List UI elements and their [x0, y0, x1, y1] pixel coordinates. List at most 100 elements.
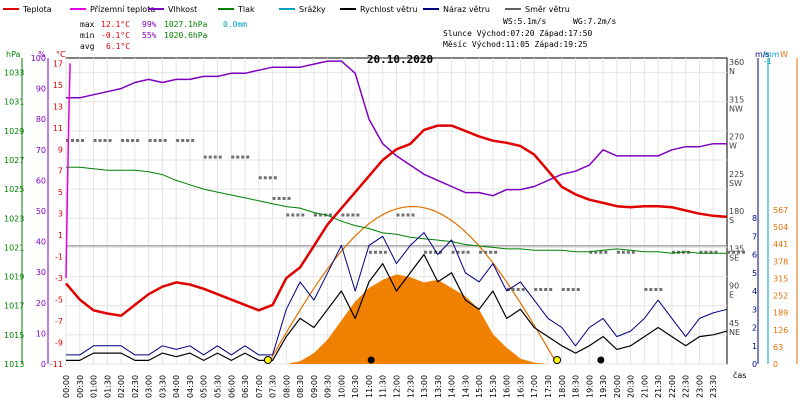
series-layer [65, 60, 745, 365]
wind-direction-point [644, 288, 648, 291]
wind-direction-point [406, 213, 410, 217]
stats-max-press: 1027.1hPa [164, 20, 208, 29]
dir-tick: 45 [729, 319, 739, 328]
wind-direction-point [296, 213, 300, 217]
legend-label: Srážky [299, 5, 326, 14]
temp-tick: 13 [53, 102, 63, 111]
wind-direction-point [616, 250, 620, 254]
wind-direction-point [534, 288, 538, 291]
wind-direction-point [158, 139, 162, 142]
wind-direction-point [286, 213, 290, 217]
wind-direction-point [241, 155, 245, 159]
x-tick: 05:30 [213, 375, 222, 398]
temp-tick: -3 [55, 274, 63, 283]
wind-direction-point [489, 250, 493, 254]
dir-tick-label: SW [729, 179, 742, 188]
wind-direction-point [737, 250, 740, 254]
wind-direction-point [136, 139, 140, 142]
x-tick: 02:30 [131, 375, 140, 398]
legend-label: Náraz větru [443, 5, 490, 14]
wind-direction-point [451, 250, 455, 254]
temp-tick: -5 [55, 296, 63, 305]
hum-tick: 50 [36, 207, 46, 216]
wind-direction-point [148, 139, 152, 142]
press-tick: 1013 [4, 360, 24, 369]
legend-label: Přízemní teplota [90, 5, 155, 14]
dir-tick: 90 [729, 282, 739, 291]
wind-direction-point [282, 196, 286, 200]
wind-direction-point [126, 139, 130, 142]
dir-tick: 360 [729, 58, 744, 67]
wind-direction-point [626, 250, 630, 254]
wind-direction-point [544, 288, 548, 291]
wind-tick: 5 [752, 269, 757, 278]
temp-tick: 17 [53, 59, 63, 68]
x-tick: 06:30 [241, 375, 250, 398]
wind-direction-point [742, 250, 745, 254]
x-tick: 04:00 [172, 375, 181, 398]
y-axis-ticks: 1013101510171019102110231025102710291031… [4, 54, 798, 369]
temp-tick: -11 [50, 360, 63, 369]
temp-tick: -1 [55, 253, 63, 262]
stats-max-temp: 12.1°C [101, 20, 130, 29]
stats-block: max 12.1°C 99% 1027.1hPa 0.0mm min -0.1°… [80, 20, 247, 51]
ground-temp-line [65, 63, 71, 279]
x-tick: 09:00 [310, 375, 319, 398]
moon-info: Měsíc Východ:11:05 Západ:19:25 [443, 40, 588, 49]
temp-tick: 9 [58, 145, 63, 154]
wind-tick: 2 [752, 324, 757, 333]
dir-tick: 315 [729, 95, 744, 104]
wind-direction-point [396, 213, 400, 217]
legend: Teplota Přízemní teplota Vlhkost Tlak Srážky… [3, 5, 570, 14]
x-tick: 23:30 [709, 375, 718, 398]
wind-direction-point [383, 250, 387, 254]
x-tick: 08:30 [296, 375, 305, 398]
x-tick: 07:30 [269, 375, 278, 398]
x-tick: 03:00 [145, 375, 154, 398]
x-tick: 18:00 [558, 375, 567, 398]
wind-direction-point [631, 250, 635, 254]
wind-direction-point [368, 250, 372, 254]
wind-direction-point [466, 250, 470, 254]
x-tick: 18:30 [572, 375, 581, 398]
press-tick: 1033 [4, 69, 24, 78]
stats-max-hum: 99% [142, 20, 157, 29]
dir-tick-label: W [729, 142, 737, 151]
wind-tick: 1 [752, 342, 757, 351]
x-axis-ticks: 00:00 00:30 01:00 01:30 02:00 02:30 03:00 03:30… [62, 375, 718, 398]
x-tick: 10:00 [337, 375, 346, 398]
markers-layer [263, 356, 605, 364]
wind-direction-point [213, 155, 217, 159]
sun-tick: 567 [773, 206, 788, 215]
wind-direction-point [272, 196, 276, 200]
wind-unit: m/s [755, 50, 770, 59]
wind-direction-point [373, 250, 377, 254]
temp-tick: -7 [55, 317, 63, 326]
dir-tick: 270 [729, 133, 744, 142]
wind-direction-point [429, 250, 433, 254]
sun-tick: 126 [773, 326, 788, 335]
sun-tick: 63 [773, 343, 783, 352]
x-tick: 02:00 [117, 375, 126, 398]
wind-direction-point [203, 155, 207, 159]
x-tick: 04:30 [186, 375, 195, 398]
press-tick: 1023 [4, 214, 24, 223]
rain-unit: mm [764, 50, 780, 59]
wind-direction-point [76, 139, 79, 142]
wind-direction-point [727, 250, 730, 254]
x-tick: 12:00 [393, 375, 402, 398]
press-tick: 1015 [4, 331, 24, 340]
humidity-line [66, 60, 727, 197]
wind-direction-point [599, 250, 603, 254]
wind-tick: 0 [752, 360, 757, 369]
wind-direction-point [71, 139, 74, 142]
temp-tick: -9 [55, 339, 63, 348]
temp-tick: 15 [53, 81, 63, 90]
temperature-line [65, 124, 728, 317]
x-tick: 06:00 [227, 375, 236, 398]
wind-direction-point [649, 288, 653, 291]
hum-tick: 100 [31, 54, 46, 63]
x-tick: 00:30 [76, 375, 85, 398]
x-tick: 13:30 [434, 375, 443, 398]
wind-tick: 4 [752, 287, 757, 296]
